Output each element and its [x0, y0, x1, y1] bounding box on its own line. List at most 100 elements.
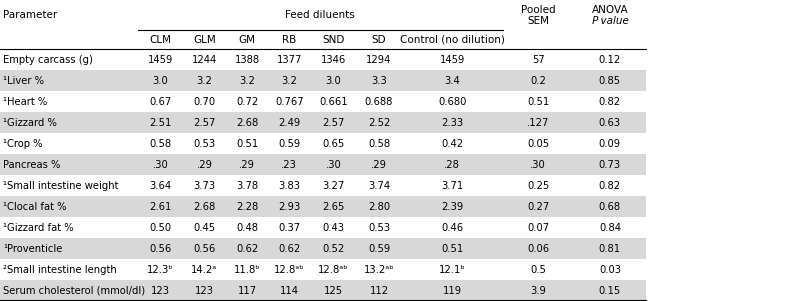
Text: .127: .127 [527, 118, 549, 128]
Text: 0.48: 0.48 [236, 223, 258, 233]
Text: 0.45: 0.45 [193, 223, 216, 233]
Text: ¹Gizzard %: ¹Gizzard % [3, 118, 57, 128]
Text: 3.27: 3.27 [322, 181, 344, 191]
Text: 0.53: 0.53 [193, 139, 216, 149]
Text: 0.56: 0.56 [193, 244, 216, 254]
Text: 0.51: 0.51 [441, 244, 463, 254]
Text: 14.2ᵃ: 14.2ᵃ [191, 265, 217, 275]
Text: 2.68: 2.68 [193, 202, 216, 212]
Text: 0.06: 0.06 [527, 244, 549, 254]
Text: ¹Clocal fat %: ¹Clocal fat % [3, 202, 67, 212]
Text: 3.4: 3.4 [444, 76, 460, 86]
Text: ¹Proventicle: ¹Proventicle [3, 244, 62, 254]
Text: 0.62: 0.62 [236, 244, 258, 254]
Text: 3.78: 3.78 [236, 181, 258, 191]
Text: 3.73: 3.73 [193, 181, 216, 191]
Text: 0.25: 0.25 [527, 181, 549, 191]
Text: 2.49: 2.49 [278, 118, 300, 128]
Text: 3.9: 3.9 [530, 286, 546, 296]
Text: 2.52: 2.52 [368, 118, 390, 128]
Text: Pooled: Pooled [521, 5, 556, 15]
Text: GM: GM [239, 35, 255, 45]
Text: 0.67: 0.67 [149, 97, 172, 107]
Text: ANOVA: ANOVA [592, 5, 628, 15]
Text: .23: .23 [281, 160, 297, 170]
Text: .28: .28 [444, 160, 460, 170]
Text: 2.57: 2.57 [322, 118, 344, 128]
Text: 0.85: 0.85 [599, 76, 621, 86]
Text: 0.51: 0.51 [527, 97, 549, 107]
Text: 0.52: 0.52 [322, 244, 344, 254]
Text: 13.2ᵃᵇ: 13.2ᵃᵇ [364, 265, 394, 275]
Text: 12.1ᵇ: 12.1ᵇ [439, 265, 466, 275]
Text: ¹Gizzard fat %: ¹Gizzard fat % [3, 223, 74, 233]
Text: 1244: 1244 [191, 55, 217, 65]
Text: 2.28: 2.28 [236, 202, 258, 212]
Text: 0.59: 0.59 [278, 139, 300, 149]
Text: .29: .29 [371, 160, 387, 170]
Text: 0.03: 0.03 [599, 265, 621, 275]
Text: ¹Heart %: ¹Heart % [3, 97, 47, 107]
Text: 0.688: 0.688 [365, 97, 393, 107]
Text: 12.8ᵃᵇ: 12.8ᵃᵇ [274, 265, 304, 275]
Bar [0, 280, 646, 301]
Bar [0, 238, 646, 259]
Text: 1459: 1459 [440, 55, 465, 65]
Text: 0.53: 0.53 [368, 223, 390, 233]
Text: .29: .29 [239, 160, 255, 170]
Text: 0.37: 0.37 [278, 223, 300, 233]
Text: P value: P value [590, 16, 630, 26]
Text: 3.71: 3.71 [441, 181, 463, 191]
Text: 0.27: 0.27 [527, 202, 549, 212]
Text: 0.70: 0.70 [193, 97, 216, 107]
Text: 2.39: 2.39 [441, 202, 463, 212]
Text: 12.8ᵃᵇ: 12.8ᵃᵇ [318, 265, 348, 275]
Text: 1377: 1377 [277, 55, 302, 65]
Text: ¹Small intestine weight: ¹Small intestine weight [3, 181, 119, 191]
Text: 0.59: 0.59 [368, 244, 390, 254]
Bar [0, 196, 646, 217]
Text: 0.2: 0.2 [530, 76, 546, 86]
Text: Control (no dilution): Control (no dilution) [400, 35, 505, 45]
Text: .29: .29 [196, 160, 213, 170]
Text: 3.3: 3.3 [371, 76, 387, 86]
Text: 123: 123 [151, 286, 170, 296]
Text: ¹Crop %: ¹Crop % [3, 139, 43, 149]
Text: 2.61: 2.61 [149, 202, 172, 212]
Text: Feed diluents: Feed diluents [285, 10, 355, 20]
Text: Serum cholesterol (mmol/dl): Serum cholesterol (mmol/dl) [3, 286, 145, 296]
Text: 0.72: 0.72 [236, 97, 258, 107]
Text: 3.0: 3.0 [325, 76, 341, 86]
Text: 0.65: 0.65 [322, 139, 344, 149]
Text: .30: .30 [530, 160, 546, 170]
Text: 0.12: 0.12 [599, 55, 621, 65]
Text: 119: 119 [443, 286, 462, 296]
Text: 1346: 1346 [321, 55, 346, 65]
Text: GLM: GLM [193, 35, 216, 45]
Text: 112: 112 [370, 286, 388, 296]
Text: 57: 57 [532, 55, 545, 65]
Text: 0.661: 0.661 [319, 97, 348, 107]
Text: 2.80: 2.80 [368, 202, 390, 212]
Text: ²Small intestine length: ²Small intestine length [3, 265, 117, 275]
Text: 0.07: 0.07 [527, 223, 549, 233]
Text: 1294: 1294 [366, 55, 392, 65]
Text: SD: SD [372, 35, 386, 45]
Text: 3.2: 3.2 [281, 76, 297, 86]
Text: 0.82: 0.82 [599, 181, 621, 191]
Text: 2.93: 2.93 [278, 202, 300, 212]
Text: 0.84: 0.84 [599, 223, 621, 233]
Text: 0.51: 0.51 [236, 139, 258, 149]
Text: 0.81: 0.81 [599, 244, 621, 254]
Text: 3.83: 3.83 [278, 181, 300, 191]
Text: 0.09: 0.09 [599, 139, 621, 149]
Text: 0.767: 0.767 [275, 97, 303, 107]
Text: 3.74: 3.74 [368, 181, 390, 191]
Text: .30: .30 [325, 160, 341, 170]
Text: 114: 114 [280, 286, 299, 296]
Text: 3.64: 3.64 [149, 181, 172, 191]
Text: 3.2: 3.2 [196, 76, 213, 86]
Text: 12.3ᵇ: 12.3ᵇ [147, 265, 173, 275]
Text: 1459: 1459 [147, 55, 173, 65]
Bar [0, 70, 646, 92]
